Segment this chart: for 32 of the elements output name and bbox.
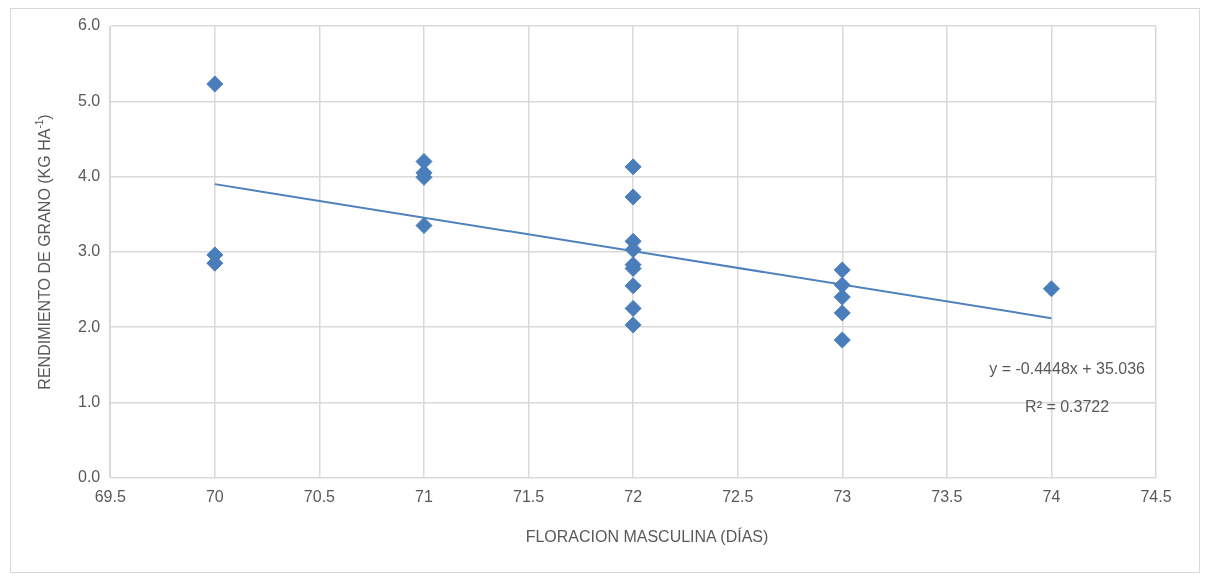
x-tick-label: 73 xyxy=(833,487,852,505)
y-tick-label: 0.0 xyxy=(77,468,101,486)
y-tick-label: 3.0 xyxy=(77,242,101,260)
point xyxy=(833,304,851,322)
point xyxy=(624,277,642,295)
point xyxy=(206,75,224,93)
x-tick-label: 71 xyxy=(415,487,433,505)
y-tick-label: 6.0 xyxy=(77,16,101,34)
x-tick-label: 74 xyxy=(1042,487,1061,505)
x-axis-title: FLORACION MASCULINA (DÍAS) xyxy=(525,528,769,546)
point xyxy=(833,261,851,279)
y-tick-label: 2.0 xyxy=(77,317,101,335)
x-tick-label: 72 xyxy=(624,487,643,505)
point xyxy=(624,299,642,317)
x-tick-label: 69.5 xyxy=(94,487,126,505)
point xyxy=(624,158,642,176)
x-tick-label: 72.5 xyxy=(722,487,754,505)
x-tick-label: 73.5 xyxy=(931,487,963,505)
point xyxy=(624,188,642,206)
x-tick-label: 70.5 xyxy=(303,487,336,505)
y-tick-label: 5.0 xyxy=(77,91,101,109)
x-tick-label: 71.5 xyxy=(512,487,545,505)
annotation: R² = 0.3722 xyxy=(1025,398,1110,416)
point xyxy=(624,316,642,334)
x-tick-label: 70 xyxy=(205,487,224,505)
point xyxy=(833,331,851,349)
y-tick-label: 1.0 xyxy=(77,392,101,410)
y-tick-label: 4.0 xyxy=(77,167,101,185)
annotation: y = -0.4448x + 35.036 xyxy=(989,359,1146,377)
x-tick-label: 74.5 xyxy=(1140,487,1172,505)
point xyxy=(1042,280,1060,298)
point xyxy=(415,217,433,235)
